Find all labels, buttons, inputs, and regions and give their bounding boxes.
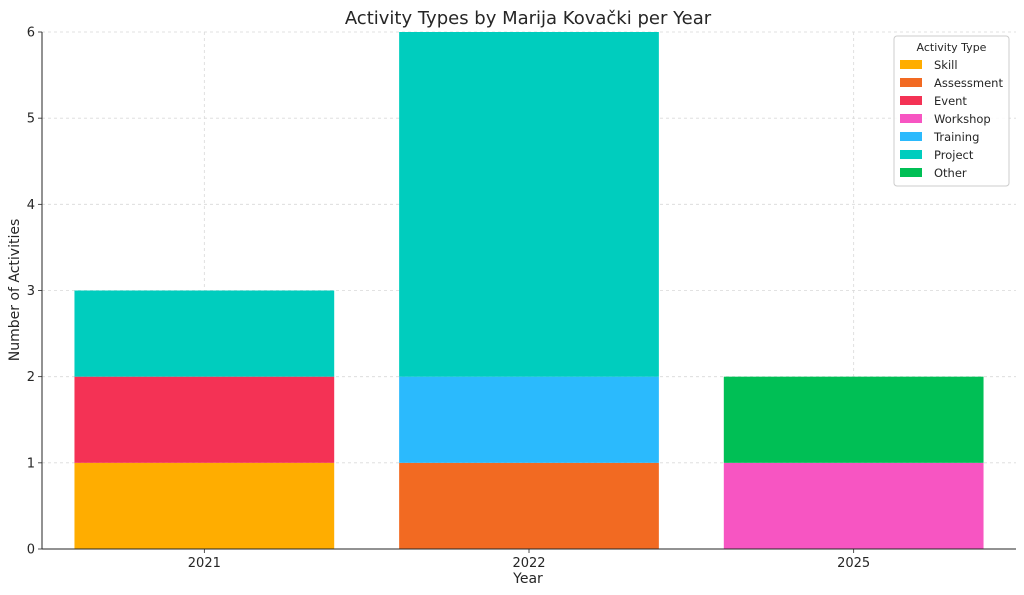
bar-segment-event-2021 — [74, 376, 335, 463]
x-axis-title: Year — [512, 571, 543, 587]
legend-swatch-skill — [900, 60, 922, 69]
y-tick-label: 2 — [27, 370, 35, 385]
bar-segment-skill-2021 — [74, 462, 335, 549]
legend-label-skill: Skill — [934, 58, 958, 72]
legend-title: Activity Type — [917, 41, 987, 54]
legend-swatch-training — [900, 132, 922, 141]
bar-segment-project-2022 — [399, 32, 659, 377]
axes: 0 1 2 3 4 5 6 2021 2022 2025 — [27, 26, 1016, 571]
legend-label-other: Other — [934, 166, 967, 180]
y-tick-label: 6 — [27, 26, 35, 41]
bars — [74, 32, 984, 549]
y-tick-label: 0 — [27, 543, 35, 558]
legend-swatch-project — [900, 150, 922, 159]
chart-title: Activity Types by Marija Kovački per Yea… — [345, 8, 712, 29]
y-tick-label: 4 — [27, 198, 35, 213]
bar-segment-training-2022 — [399, 376, 659, 463]
legend-box — [893, 35, 1010, 187]
bar-segment-other-2025 — [723, 376, 984, 463]
legend-swatch-event — [900, 96, 922, 105]
legend: Activity Type Skill Assessment Event Worksho… — [893, 35, 1010, 187]
bar-segment-assessment-2022 — [399, 462, 659, 549]
y-tick-label: 5 — [27, 112, 35, 127]
bar-segment-workshop-2025 — [723, 462, 984, 549]
legend-swatch-other — [900, 168, 922, 177]
x-tick-label: 2022 — [512, 556, 545, 571]
bar-segment-project-2021 — [74, 290, 335, 377]
x-tick-label: 2025 — [837, 556, 870, 571]
legend-swatch-assessment — [900, 78, 922, 87]
legend-label-event: Event — [934, 94, 967, 108]
y-axis-title: Number of Activities — [7, 219, 23, 362]
legend-label-training: Training — [933, 130, 979, 144]
x-tick-label: 2021 — [188, 556, 221, 571]
legend-label-assessment: Assessment — [934, 76, 1003, 90]
legend-label-workshop: Workshop — [934, 112, 991, 126]
y-tick-label: 3 — [27, 284, 35, 299]
legend-swatch-workshop — [900, 114, 922, 123]
y-tick-label: 1 — [27, 456, 35, 471]
legend-label-project: Project — [934, 148, 974, 162]
